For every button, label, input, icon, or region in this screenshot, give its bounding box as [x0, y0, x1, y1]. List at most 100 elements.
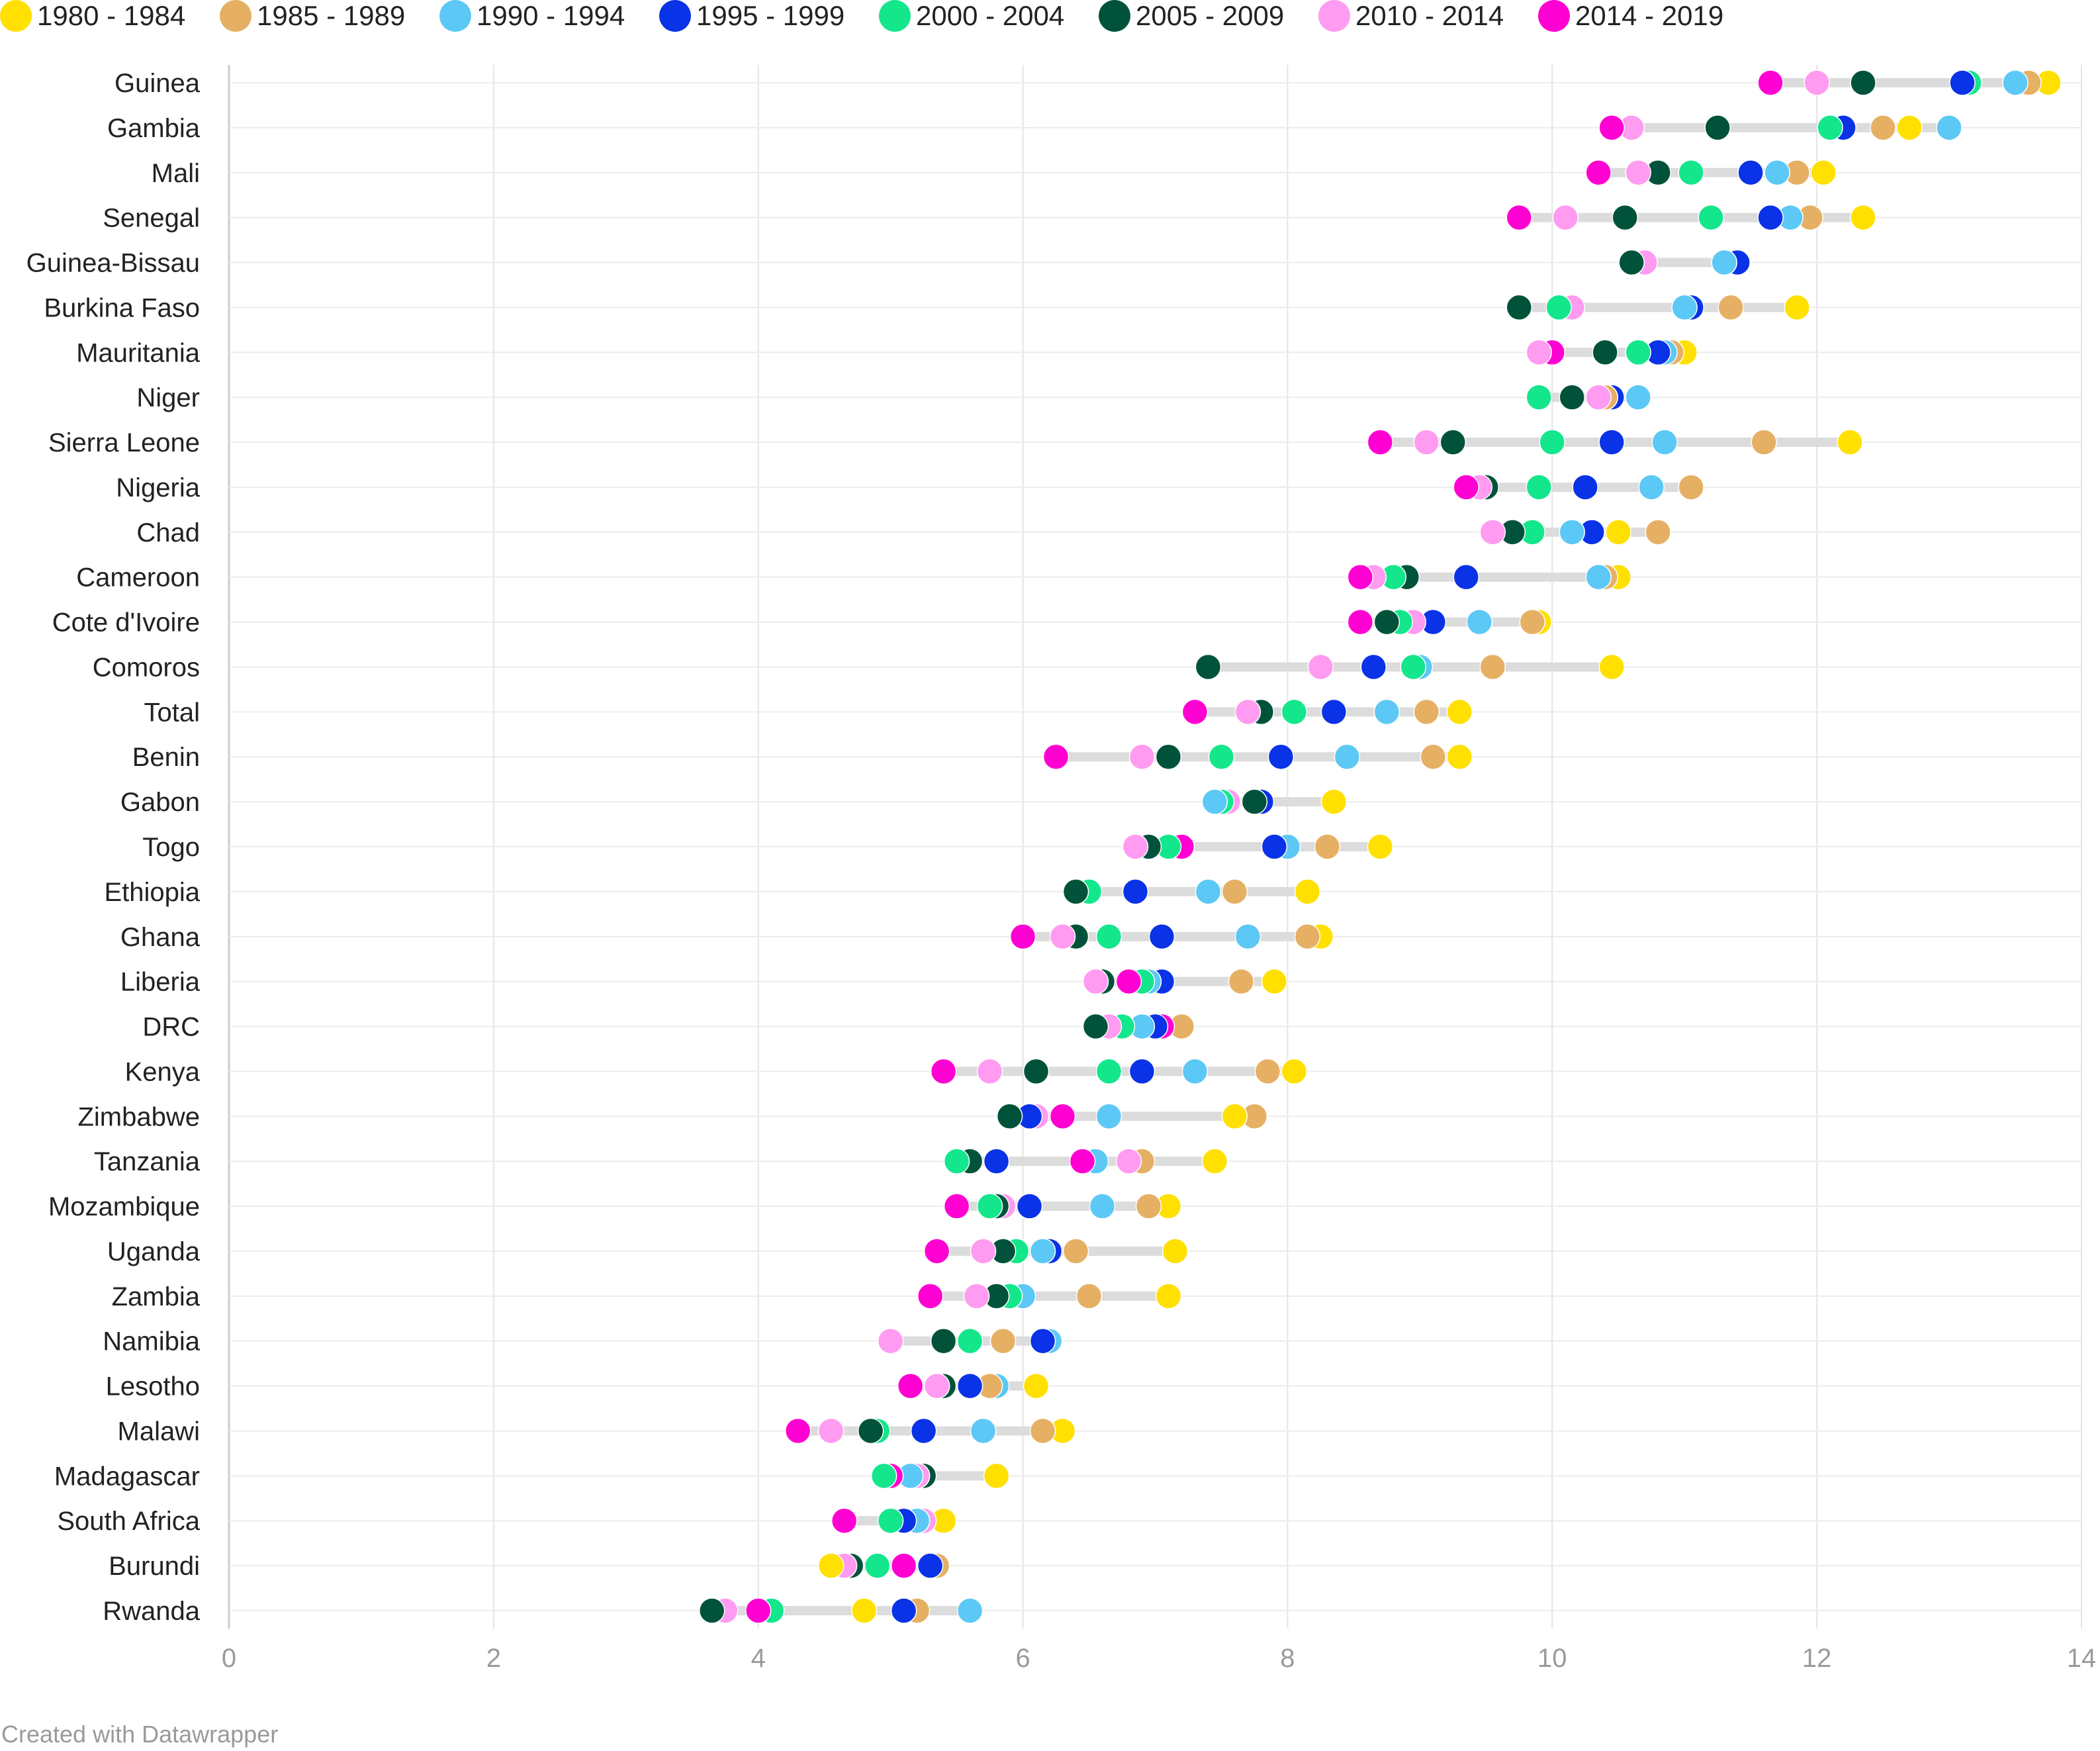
- data-point: [1069, 1148, 1096, 1174]
- country-label: Namibia: [103, 1327, 200, 1356]
- legend-swatch: [439, 0, 471, 32]
- data-point: [1896, 115, 1923, 141]
- x-tick-label: 0: [222, 1644, 236, 1673]
- x-tick-label: 6: [1015, 1644, 1030, 1673]
- data-point: [1320, 698, 1347, 726]
- data-point: [1095, 923, 1122, 950]
- legend-swatch: [220, 0, 251, 32]
- data-point: [877, 1327, 904, 1354]
- data-point: [1281, 1058, 1308, 1085]
- data-point: [1711, 249, 1737, 276]
- data-point: [1360, 653, 1387, 681]
- country-label: Comoros: [93, 653, 200, 682]
- data-point: [956, 1597, 983, 1624]
- data-point: [1420, 743, 1447, 770]
- data-point: [917, 1552, 944, 1579]
- data-point: [1062, 878, 1089, 905]
- data-point: [1413, 429, 1440, 455]
- country-label: Liberia: [120, 968, 201, 997]
- data-point: [1181, 1058, 1209, 1085]
- data-point: [1870, 115, 1896, 141]
- data-point: [1446, 698, 1473, 726]
- data-point: [1605, 519, 1631, 545]
- legend-item: 2014 - 2019: [1538, 0, 1723, 32]
- data-point: [1817, 115, 1843, 141]
- data-point: [1737, 160, 1764, 186]
- data-point: [1638, 474, 1665, 500]
- data-point: [1413, 698, 1440, 726]
- data-point: [1195, 653, 1222, 681]
- data-point: [989, 1327, 1017, 1354]
- data-point: [1625, 160, 1651, 186]
- data-point: [1625, 384, 1651, 410]
- data-point: [1221, 878, 1248, 905]
- data-point: [1347, 608, 1374, 636]
- data-point: [1479, 653, 1506, 681]
- country-label: Uganda: [107, 1237, 201, 1266]
- data-point: [1526, 474, 1553, 500]
- data-point: [943, 1193, 970, 1219]
- data-point: [1089, 1193, 1116, 1219]
- data-point: [1029, 1238, 1056, 1264]
- data-point: [1717, 294, 1744, 321]
- data-point: [923, 1372, 950, 1399]
- legend-label: 2000 - 2004: [916, 0, 1064, 31]
- legend-item: 1985 - 1989: [220, 0, 405, 32]
- country-label: Mozambique: [48, 1192, 200, 1221]
- data-point: [1016, 1193, 1043, 1219]
- legend-label: 1985 - 1989: [257, 0, 405, 31]
- data-point: [1334, 743, 1361, 770]
- data-point: [1698, 204, 1724, 231]
- country-label: Guinea-Bissau: [26, 249, 200, 278]
- data-point: [817, 1417, 845, 1444]
- data-point: [1598, 653, 1625, 681]
- country-label: Togo: [142, 833, 200, 862]
- data-point: [1506, 294, 1533, 321]
- data-point: [1294, 878, 1321, 905]
- data-point: [1612, 204, 1638, 231]
- data-point: [1082, 1013, 1109, 1040]
- data-point: [1572, 474, 1599, 500]
- country-label: Burundi: [109, 1552, 200, 1581]
- legend-label: 2014 - 2019: [1575, 0, 1723, 31]
- legend-item: 2000 - 2004: [879, 0, 1064, 32]
- data-point: [1347, 563, 1374, 591]
- data-point: [983, 1148, 1010, 1174]
- data-point: [1049, 1103, 1076, 1130]
- data-point: [1122, 833, 1149, 860]
- data-point: [1029, 1417, 1056, 1444]
- data-point: [930, 1058, 957, 1085]
- data-point: [1837, 429, 1863, 455]
- data-point: [1320, 788, 1347, 815]
- x-tick-label: 10: [1537, 1644, 1567, 1673]
- country-label: Mali: [152, 159, 200, 188]
- data-point: [1023, 1058, 1050, 1085]
- data-point: [831, 1507, 858, 1534]
- country-label: Madagascar: [54, 1462, 200, 1491]
- data-point: [970, 1238, 997, 1264]
- data-point: [1267, 743, 1295, 770]
- data-point: [1281, 698, 1308, 726]
- data-point: [897, 1372, 924, 1399]
- data-point: [1095, 1103, 1122, 1130]
- data-point: [1810, 160, 1837, 186]
- data-point: [1446, 743, 1473, 770]
- data-point: [970, 1417, 997, 1444]
- country-label: Kenya: [125, 1057, 201, 1086]
- country-label: Rwanda: [103, 1597, 201, 1626]
- data-point: [1526, 384, 1553, 410]
- data-point: [817, 1552, 845, 1579]
- data-point: [1075, 1283, 1103, 1309]
- data-point: [923, 1238, 950, 1264]
- data-point: [784, 1417, 811, 1444]
- data-point: [1228, 968, 1255, 995]
- legend-swatch: [1318, 0, 1350, 32]
- data-point: [1645, 519, 1671, 545]
- credit-text: Created with Datawrapper: [1, 1721, 278, 1748]
- legend-item: 1995 - 1999: [659, 0, 845, 32]
- legend-swatch: [0, 0, 32, 32]
- data-point: [1625, 339, 1651, 366]
- country-label: Mauritania: [76, 338, 201, 367]
- data-point: [1559, 384, 1586, 410]
- country-label: Burkina Faso: [44, 293, 200, 322]
